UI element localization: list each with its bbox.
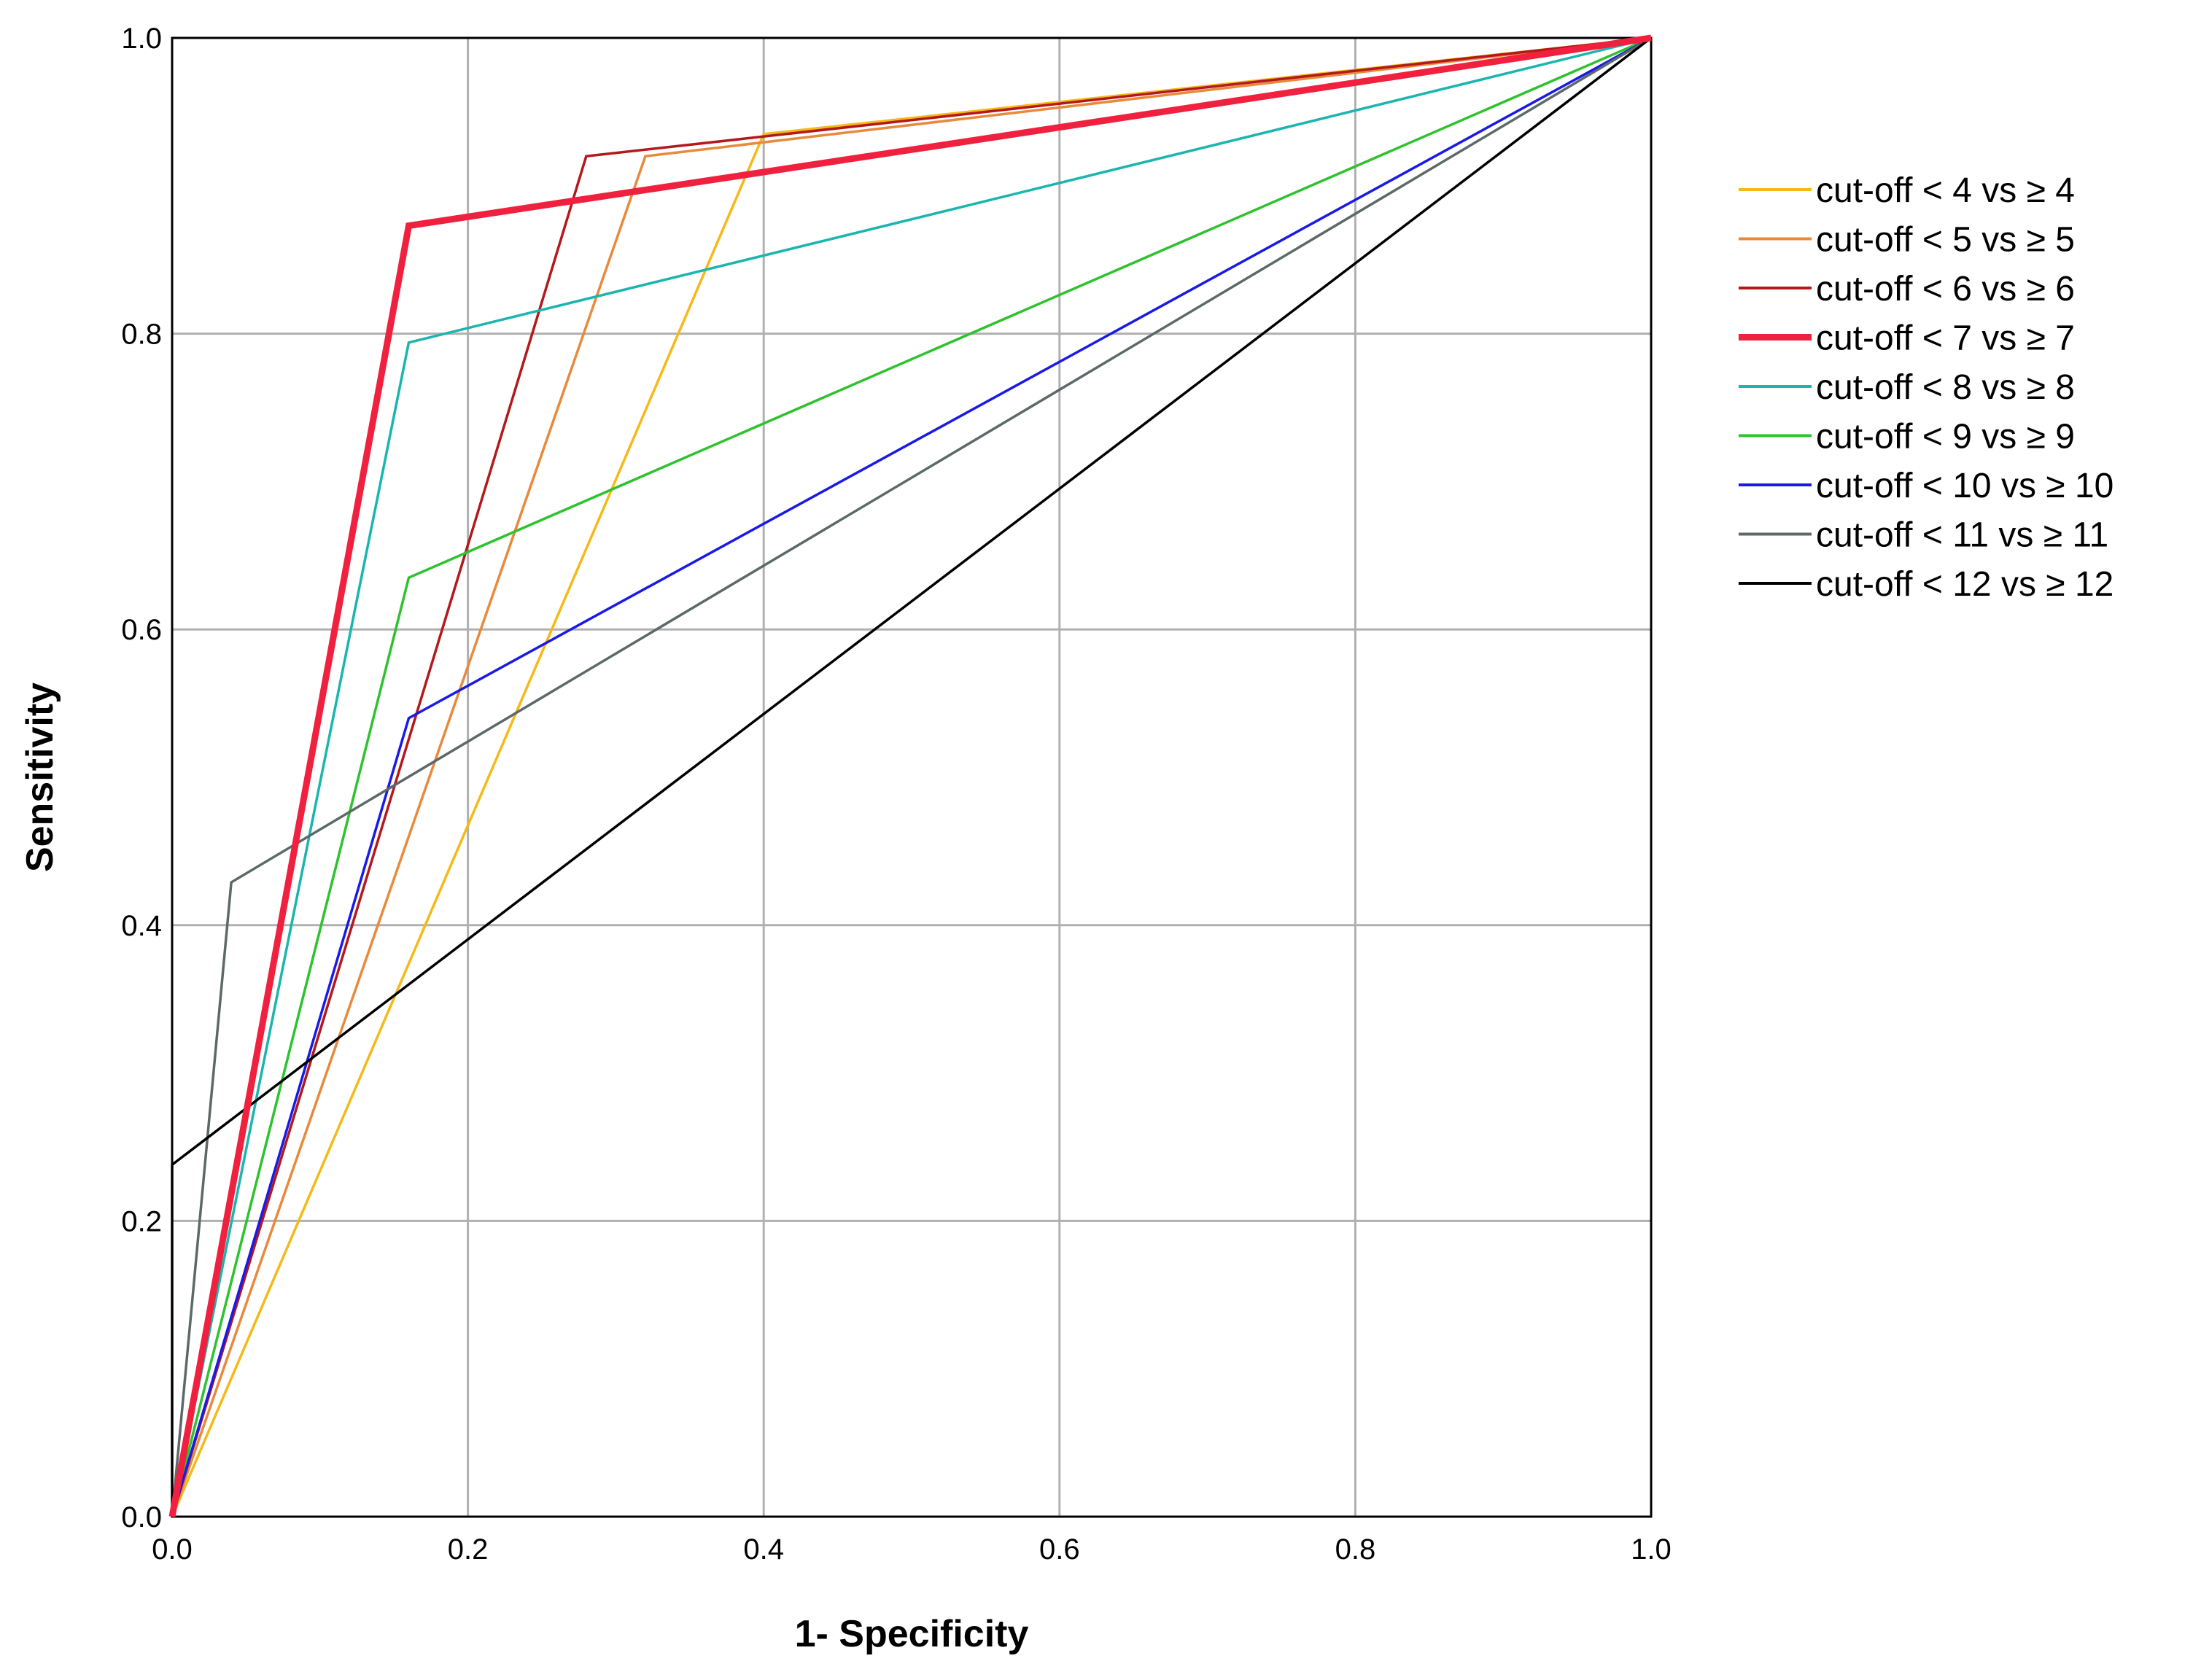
x-tick-label: 0.6 (1039, 1533, 1080, 1566)
x-tick-label: 0.0 (152, 1533, 193, 1566)
legend-label: cut-off < 12 vs ≥ 12 (1816, 565, 2113, 604)
y-tick-label: 1.0 (121, 23, 162, 55)
y-tick-label: 0.8 (121, 319, 162, 351)
series-line-9 (171, 36, 1653, 1517)
legend-item: cut-off < 9 vs ≥ 9 (1739, 418, 2075, 456)
legend-item: cut-off < 12 vs ≥ 12 (1739, 565, 2113, 604)
legend-label: cut-off < 7 vs ≥ 7 (1816, 319, 2075, 358)
legend-label: cut-off < 6 vs ≥ 6 (1816, 270, 2075, 308)
y-tick-label: 0.0 (121, 1501, 162, 1533)
x-tick-labels: 0.0 0.2 0.4 0.6 0.8 1.0 (152, 1533, 1672, 1566)
series-line-5 (171, 36, 1652, 1517)
series-layer (168, 34, 1653, 1517)
series-line-1 (171, 36, 1652, 1517)
x-tick-label: 0.8 (1335, 1533, 1376, 1566)
x-tick-label: 1.0 (1631, 1533, 1672, 1566)
y-tick-label: 0.6 (121, 614, 162, 646)
legend-label: cut-off < 4 vs ≥ 4 (1816, 171, 2075, 210)
y-tick-label: 0.2 (121, 1205, 162, 1237)
x-axis-title: 1- Specificity (795, 1613, 1029, 1655)
y-tick-labels: 0.0 0.2 0.4 0.6 0.8 1.0 (121, 23, 162, 1533)
series-line-6 (171, 36, 1652, 1517)
legend-item: cut-off < 11 vs ≥ 11 (1739, 516, 2108, 555)
legend-item: cut-off < 10 vs ≥ 10 (1739, 467, 2113, 505)
series-line-2 (171, 36, 1652, 1517)
legend-label: cut-off < 9 vs ≥ 9 (1816, 418, 2075, 456)
y-axis-title: Sensitivity (19, 682, 61, 872)
series-line-3 (171, 36, 1652, 1517)
legend-label: cut-off < 11 vs ≥ 11 (1816, 516, 2108, 555)
series-line-8 (171, 36, 1652, 1517)
legend-label: cut-off < 8 vs ≥ 8 (1816, 368, 2075, 407)
legend-label: cut-off < 10 vs ≥ 10 (1816, 467, 2113, 505)
legend-item: cut-off < 8 vs ≥ 8 (1739, 368, 2075, 407)
series-line-4 (168, 34, 1652, 1517)
legend: cut-off < 4 vs ≥ 4 cut-off < 5 vs ≥ 5 cut-… (1739, 171, 2113, 604)
grid-lines (172, 38, 1651, 1517)
legend-label: cut-off < 5 vs ≥ 5 (1816, 221, 2075, 260)
legend-item: cut-off < 6 vs ≥ 6 (1739, 270, 2075, 308)
x-tick-label: 0.2 (448, 1533, 489, 1566)
legend-item: cut-off < 4 vs ≥ 4 (1739, 171, 2075, 210)
legend-item: cut-off < 7 vs ≥ 7 (1739, 319, 2075, 358)
plot-frame (171, 36, 1653, 1518)
y-tick-label: 0.4 (121, 910, 162, 942)
x-tick-label: 0.4 (743, 1533, 784, 1566)
series-line-7 (171, 36, 1652, 1517)
legend-item: cut-off < 5 vs ≥ 5 (1739, 221, 2075, 260)
